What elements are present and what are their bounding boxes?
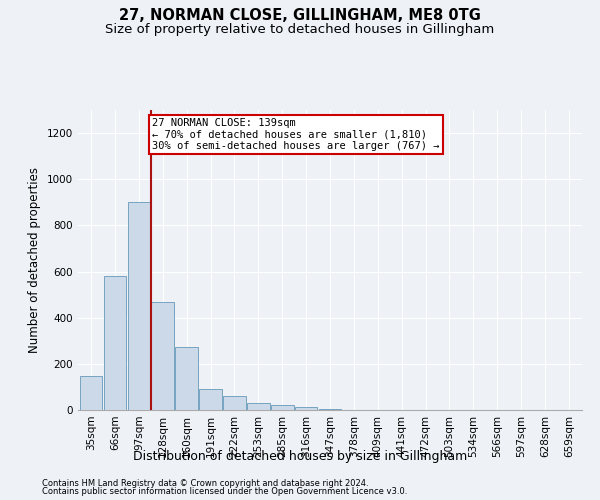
Bar — [80, 376, 103, 410]
Text: 27, NORMAN CLOSE, GILLINGHAM, ME8 0TG: 27, NORMAN CLOSE, GILLINGHAM, ME8 0TG — [119, 8, 481, 22]
Bar — [128, 202, 150, 410]
Bar — [271, 406, 293, 410]
Bar — [199, 389, 222, 410]
Text: Contains HM Land Registry data © Crown copyright and database right 2024.: Contains HM Land Registry data © Crown c… — [42, 478, 368, 488]
Text: 27 NORMAN CLOSE: 139sqm
← 70% of detached houses are smaller (1,810)
30% of semi: 27 NORMAN CLOSE: 139sqm ← 70% of detache… — [152, 118, 440, 152]
Bar — [295, 406, 317, 410]
Bar — [223, 396, 246, 410]
Bar — [175, 346, 198, 410]
Bar — [319, 409, 341, 410]
Bar — [151, 302, 174, 410]
Text: Distribution of detached houses by size in Gillingham: Distribution of detached houses by size … — [133, 450, 467, 463]
Bar — [104, 276, 127, 410]
Y-axis label: Number of detached properties: Number of detached properties — [28, 167, 41, 353]
Bar — [247, 403, 269, 410]
Text: Contains public sector information licensed under the Open Government Licence v3: Contains public sector information licen… — [42, 487, 407, 496]
Text: Size of property relative to detached houses in Gillingham: Size of property relative to detached ho… — [106, 22, 494, 36]
